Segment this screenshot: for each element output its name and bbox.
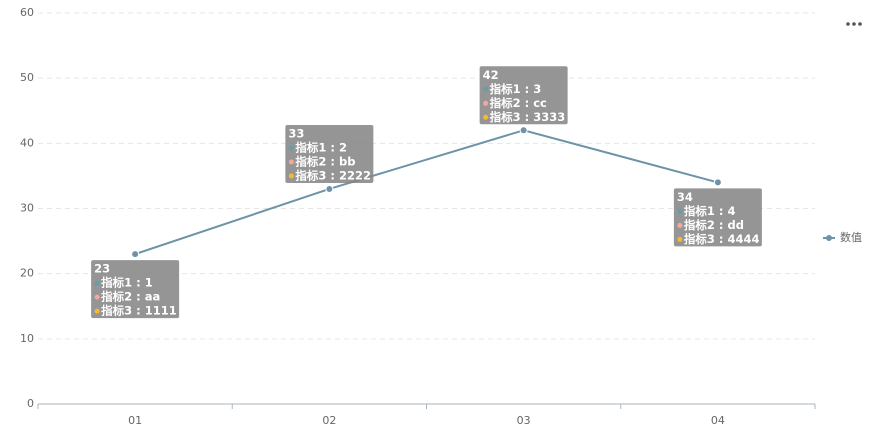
tooltip-line: 指标3 : 2222 <box>295 168 371 182</box>
tooltip-box <box>91 260 180 319</box>
legend-dot <box>826 235 832 241</box>
tooltip-dot <box>677 208 683 214</box>
tooltip-line: 指标2 : dd <box>684 218 744 232</box>
tooltip-dot <box>483 86 489 92</box>
tooltip-dot <box>94 280 100 286</box>
y-tick-label: 60 <box>20 6 34 19</box>
x-tick-label: 02 <box>322 414 336 427</box>
tooltip-dot <box>483 114 489 120</box>
point <box>325 184 334 193</box>
tooltip-line: 指标1 : 3 <box>490 82 542 96</box>
y-tick-label: 10 <box>20 332 34 345</box>
tooltip-line: 指标3 : 3333 <box>490 110 566 124</box>
menu-dot <box>852 22 856 26</box>
tooltip-box <box>479 66 568 125</box>
menu-button[interactable] <box>846 22 862 26</box>
y-tick-label: 50 <box>20 71 34 84</box>
tooltip-value: 42 <box>483 68 499 82</box>
tooltip-value: 33 <box>288 126 304 140</box>
tooltip-line: 指标1 : 2 <box>295 140 347 154</box>
y-tick-label: 0 <box>27 397 34 410</box>
line <box>134 129 719 256</box>
point <box>713 178 722 187</box>
tooltip-line: 指标2 : bb <box>295 154 355 168</box>
tooltip-line: 指标1 : 1 <box>101 276 153 290</box>
tooltip-dot <box>94 294 100 300</box>
point <box>519 126 528 135</box>
x-tick-label: 01 <box>128 414 142 427</box>
menu-dot <box>846 22 850 26</box>
tooltip-box <box>673 188 762 247</box>
tooltip-dot <box>483 100 489 106</box>
y-tick-label: 30 <box>20 202 34 215</box>
tooltip-line: 指标2 : cc <box>490 96 547 110</box>
y-tick-label: 40 <box>20 136 34 149</box>
tooltip-dot <box>288 145 294 151</box>
tooltip-line: 指标3 : 4444 <box>684 232 760 246</box>
tooltip-dot <box>288 173 294 179</box>
point <box>131 250 140 259</box>
tooltip-line: 指标1 : 4 <box>684 204 736 218</box>
tooltip-dot <box>677 222 683 228</box>
x-tick-label: 03 <box>517 414 531 427</box>
x-tick-label: 04 <box>711 414 725 427</box>
tooltip-line: 指标3 : 1111 <box>101 304 177 318</box>
menu-dot <box>858 22 862 26</box>
tooltip-dot <box>288 159 294 165</box>
y-tick-label: 20 <box>20 267 34 280</box>
tooltip-dot <box>677 236 683 242</box>
legend-label: 数值 <box>840 231 862 244</box>
tooltip-dot <box>94 308 100 314</box>
tooltip-line: 指标2 : aa <box>101 290 160 304</box>
tooltip-box <box>285 124 374 183</box>
tooltip-value: 34 <box>677 190 693 204</box>
tooltip-value: 23 <box>94 262 110 276</box>
